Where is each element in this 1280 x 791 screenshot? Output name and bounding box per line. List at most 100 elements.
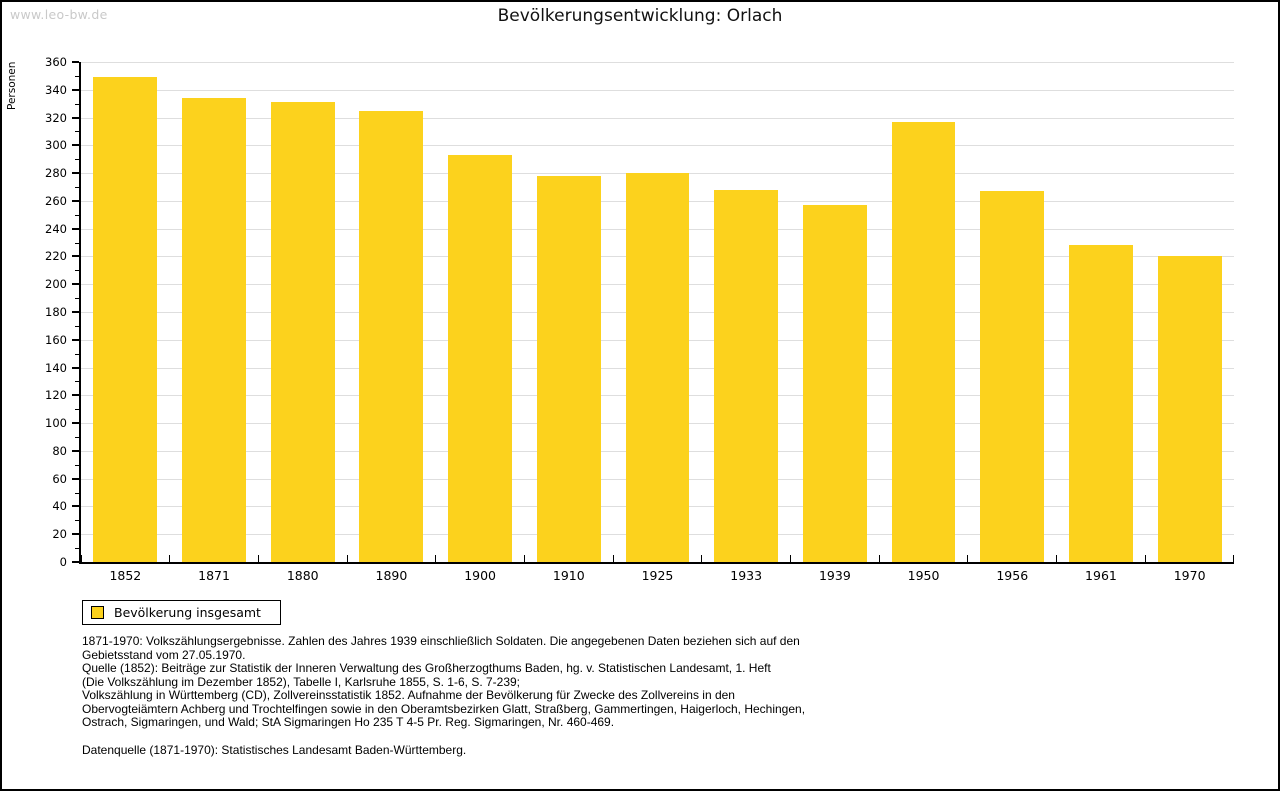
y-major-tick — [72, 533, 79, 536]
gridline — [81, 89, 1234, 91]
y-tick-label: 320 — [45, 110, 67, 125]
y-minor-tick — [75, 214, 79, 216]
footnote-line: Quelle (1852): Beiträge zur Statistik de… — [82, 661, 771, 675]
x-tick-label: 1890 — [375, 568, 408, 583]
x-tick-label: 1950 — [907, 568, 940, 583]
x-tick-label: 1933 — [730, 568, 763, 583]
y-minor-tick — [75, 548, 79, 550]
footnote-line: Ostrach, Sigmaringen, und Wald; StA Sigm… — [82, 715, 615, 729]
y-tick-label: 260 — [45, 193, 67, 208]
bar-1956 — [980, 191, 1045, 562]
y-major-tick — [72, 561, 79, 563]
y-major-tick — [72, 449, 79, 452]
y-major-tick — [72, 88, 79, 91]
y-minor-tick — [75, 75, 79, 77]
page-title: Bevölkerungsentwicklung: Orlach — [497, 6, 783, 26]
y-tick-label: 240 — [45, 221, 67, 236]
y-minor-tick — [75, 298, 79, 300]
x-boundary-tick — [1056, 555, 1058, 562]
y-major-tick — [72, 61, 79, 63]
y-minor-tick — [75, 103, 79, 105]
footnote-line: Volkszählung in Württemberg (CD), Zollve… — [82, 688, 735, 702]
y-tick-label: 120 — [45, 388, 67, 403]
footnote-datasource-line: Datenquelle (1871-1970): Statistisches L… — [82, 742, 467, 757]
x-boundary-tick — [523, 555, 525, 562]
y-minor-tick — [75, 353, 79, 355]
y-major-tick — [72, 144, 79, 147]
y-tick-label: 100 — [45, 416, 67, 431]
x-boundary-tick — [346, 555, 348, 562]
x-boundary-tick — [790, 555, 792, 562]
gridline — [81, 62, 1234, 63]
y-tick-label: 40 — [52, 499, 67, 514]
y-major-tick — [72, 227, 79, 230]
footnote-line: Gebietsstand vom 27.05.1970. — [82, 647, 246, 662]
bar-1900 — [448, 155, 513, 562]
x-boundary-tick — [878, 555, 880, 562]
y-minor-tick — [75, 409, 79, 411]
y-tick-label: 340 — [45, 82, 67, 97]
plot-area: 1852 1871 1880 1890 1900 1910 1925 1933 1939 1950… — [72, 61, 1234, 583]
y-tick-label: 60 — [52, 471, 67, 486]
y-minor-tick — [75, 381, 79, 383]
x-boundary-tick — [435, 555, 437, 562]
bar-1880 — [270, 102, 335, 562]
y-tick-label: 160 — [45, 332, 67, 347]
y-tick-label: 360 — [45, 55, 67, 69]
bar-1871 — [182, 98, 246, 562]
bar-1961 — [1069, 245, 1133, 562]
y-tick-label: 80 — [52, 443, 67, 458]
footnote-line: 1871-1970: Volkszählungsergebnisse. Zahl… — [82, 634, 800, 648]
y-minor-tick — [75, 270, 79, 272]
y-minor-tick — [75, 520, 79, 522]
x-tick-label: 1871 — [198, 568, 230, 583]
footnote-line: (Die Volkszählung im Dezember 1852), Tab… — [82, 674, 521, 689]
y-major-tick — [72, 283, 79, 286]
y-minor-tick — [75, 242, 79, 244]
y-tick-label: 220 — [45, 249, 67, 264]
x-boundary-tick — [1144, 555, 1146, 562]
y-major-tick — [72, 199, 79, 202]
legend-box: Bevölkerung insgesamt — [82, 600, 281, 625]
x-tick-label: 1900 — [464, 568, 497, 583]
y-major-tick — [72, 255, 79, 258]
bar-1925 — [625, 173, 690, 562]
y-major-tick — [72, 311, 79, 313]
bar-1890 — [359, 110, 424, 562]
bar-1970 — [1157, 256, 1222, 562]
x-boundary-tick — [612, 555, 614, 562]
y-minor-tick — [75, 464, 79, 466]
y-minor-tick — [75, 131, 79, 133]
footnotes-block: 1871-1970: Volkszählungsergebnisse. Zahl… — [82, 634, 806, 757]
y-major-tick — [72, 422, 79, 425]
footnote-line: Obervogteiämtern Achberg und Trochtelfin… — [82, 701, 806, 716]
bar-1939 — [802, 205, 867, 562]
x-tick-label: 1910 — [552, 568, 585, 583]
y-major-tick — [72, 172, 79, 175]
y-tick-label: 200 — [45, 277, 67, 292]
bar-1852 — [93, 77, 158, 562]
y-minor-tick — [75, 492, 79, 494]
x-boundary-tick — [701, 555, 703, 562]
y-minor-tick — [75, 437, 79, 438]
x-boundary-tick — [81, 555, 82, 562]
y-tick-label: 280 — [45, 166, 67, 181]
y-tick-label: 140 — [45, 360, 67, 375]
x-tick-label: 1970 — [1173, 568, 1206, 583]
y-major-tick — [72, 394, 79, 397]
x-tick-label: 1961 — [1085, 568, 1117, 583]
x-boundary-tick — [967, 555, 969, 562]
y-major-tick — [72, 477, 79, 480]
x-tick-label: 1852 — [109, 568, 142, 583]
y-minor-tick — [75, 159, 79, 161]
watermark: www.leo-bw.de — [10, 7, 108, 22]
x-boundary-tick — [169, 555, 171, 562]
legend-label: Bevölkerung insgesamt — [114, 605, 261, 620]
y-tick-label: 20 — [52, 527, 67, 542]
y-major-tick — [72, 116, 79, 119]
bar-1910 — [536, 175, 601, 562]
x-tick-label: 1880 — [286, 568, 319, 583]
x-tick-label: 1956 — [996, 568, 1029, 583]
y-tick-label: 300 — [45, 138, 67, 153]
